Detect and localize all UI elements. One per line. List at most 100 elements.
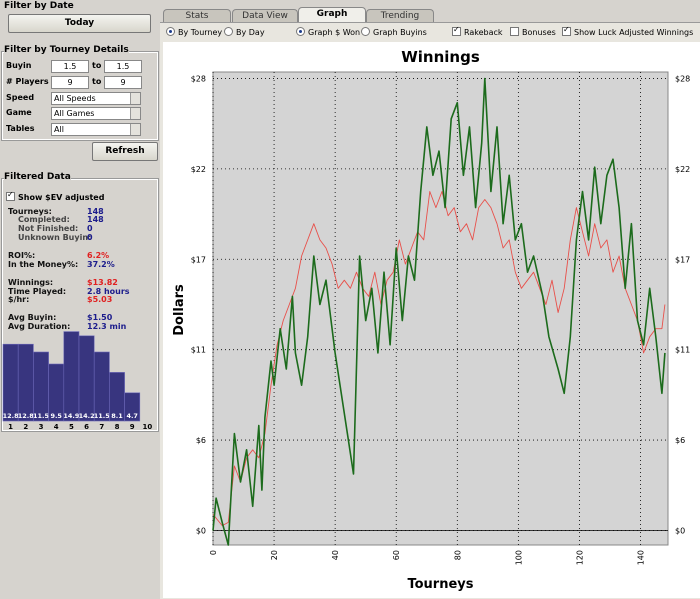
bar-value: 4.7 [126, 412, 138, 420]
group-title: Filter by Date [4, 1, 74, 11]
stat-value: $13.82 [87, 278, 118, 287]
tab[interactable]: Trending [366, 9, 434, 23]
y-tick-label: $6 [196, 436, 206, 445]
option[interactable]: By Tourney [166, 27, 222, 37]
y-tick-label-right: $28 [675, 74, 690, 83]
field-sep: to [92, 77, 102, 86]
checkbox[interactable] [452, 25, 461, 36]
x-tick-label: 40 [331, 550, 340, 560]
checkbox[interactable] [562, 25, 571, 36]
series-line [212, 191, 666, 527]
chart-title: Winnings [401, 48, 480, 66]
x-tick-label: 6 [84, 423, 89, 430]
buyin-min[interactable]: 1.5 [51, 60, 89, 73]
tables-select[interactable]: All [51, 123, 141, 136]
option[interactable]: Graph Buyins [361, 27, 427, 37]
field-label: Tables [6, 124, 35, 133]
line-chart: Winnings Dollars Tourneys $0 $0 $6 $6 $11 $11 $17… [163, 42, 700, 598]
bar-value: 8.1 [111, 412, 123, 420]
field-label: # Players [6, 77, 49, 86]
field-label: Buyin [6, 61, 32, 70]
x-tick-label: 7 [99, 423, 104, 430]
radio[interactable] [296, 27, 305, 36]
tab[interactable]: Graph [298, 7, 366, 23]
y-tick-label: $0 [196, 526, 206, 535]
stat-label: Winnings: [8, 278, 54, 287]
refresh-button[interactable]: Refresh [92, 142, 158, 161]
y-axis-label: Dollars [172, 284, 187, 336]
x-tick-label: 9 [130, 423, 135, 430]
bar-value: 9.5 [50, 412, 62, 420]
bar [78, 335, 95, 422]
checkbox[interactable] [510, 27, 519, 36]
bar [93, 351, 110, 422]
x-tick-label: 8 [115, 423, 120, 430]
ev-checkbox[interactable]: Show $EV adjusted [6, 190, 104, 202]
tab[interactable]: Stats [163, 9, 231, 23]
y-tick-label-right: $11 [675, 346, 690, 355]
x-tick-label: 3 [39, 423, 44, 430]
stat-value: 148 [87, 215, 104, 224]
today-button[interactable]: Today [8, 14, 151, 33]
filter-panel: Filter by Date Today Filter by Tourney D… [0, 0, 160, 598]
options-row: By Tourney By Day Graph $ Won Graph Buyins R… [160, 0, 700, 40]
bar [17, 343, 34, 422]
radio[interactable] [224, 27, 233, 36]
group-box [1, 178, 159, 432]
stat-value: 2.8 hours [87, 287, 130, 296]
histogram: 12.8112.8211.539.5414.9514.2611.578.184.… [2, 331, 153, 430]
x-tick-label: 10 [143, 423, 153, 430]
buyin-max[interactable]: 1.5 [104, 60, 142, 73]
checkbox[interactable] [6, 190, 15, 201]
option-label: Bonuses [522, 28, 556, 37]
option[interactable]: Rakeback [452, 25, 503, 37]
option[interactable]: Bonuses [510, 27, 556, 37]
option[interactable]: Show Luck Adjusted Winnings [562, 25, 693, 37]
radio[interactable] [361, 27, 370, 36]
stat-label: Completed: [18, 215, 70, 224]
speed-select[interactable]: All Speeds [51, 92, 141, 105]
x-tick-label: 100 [514, 550, 523, 565]
stat-value: 12.3 min [87, 322, 127, 331]
bar [124, 392, 141, 422]
field-label: Speed [6, 93, 35, 102]
stat-label: Not Finished: [18, 224, 79, 233]
bar [33, 351, 49, 422]
option-label: By Tourney [178, 28, 223, 37]
x-tick-label: 140 [637, 550, 646, 565]
y-tick-label-right: $22 [675, 165, 690, 174]
stat-value: 0 [87, 233, 93, 242]
y-tick-label-right: $6 [675, 436, 685, 445]
game-select[interactable]: All Games [51, 107, 141, 120]
bar-value: 11.5 [94, 412, 111, 420]
stat-value: 148 [87, 207, 104, 216]
radio[interactable] [166, 27, 175, 36]
option-label: Graph Buyins [373, 28, 427, 37]
bar-value: 14.9 [63, 412, 80, 420]
x-tick-label: 60 [392, 550, 401, 560]
bar [2, 343, 19, 422]
tab[interactable]: Data View [232, 9, 298, 23]
stat-label: ROI%: [8, 251, 36, 260]
players-min[interactable]: 9 [51, 76, 89, 89]
option-label: Graph $ Won [308, 28, 361, 37]
tab-bar: Stats Data View Graph Trending [160, 0, 700, 24]
stat-label: Unknown Buyin: [18, 233, 92, 242]
bar-value: 14.2 [79, 412, 95, 420]
bar-value: 11.5 [33, 412, 50, 420]
field-sep: to [92, 61, 102, 70]
players-max[interactable]: 9 [104, 76, 142, 89]
x-tick-label: 1 [8, 423, 13, 430]
stat-value: 6.2% [87, 251, 110, 260]
group-title: Filtered Data [4, 172, 71, 182]
option[interactable]: By Day [224, 27, 265, 37]
stat-value: 0 [87, 224, 93, 233]
stat-value: 37.2% [87, 260, 115, 269]
y-tick-label: $17 [191, 255, 206, 264]
option[interactable]: Graph $ Won [296, 27, 360, 37]
stat-label: Avg Buyin: [8, 313, 57, 322]
plot-area [212, 71, 669, 546]
stat-label: $/hr: [8, 295, 30, 304]
bar-value: 12.8 [3, 412, 20, 420]
y-tick-label: $22 [191, 165, 206, 174]
